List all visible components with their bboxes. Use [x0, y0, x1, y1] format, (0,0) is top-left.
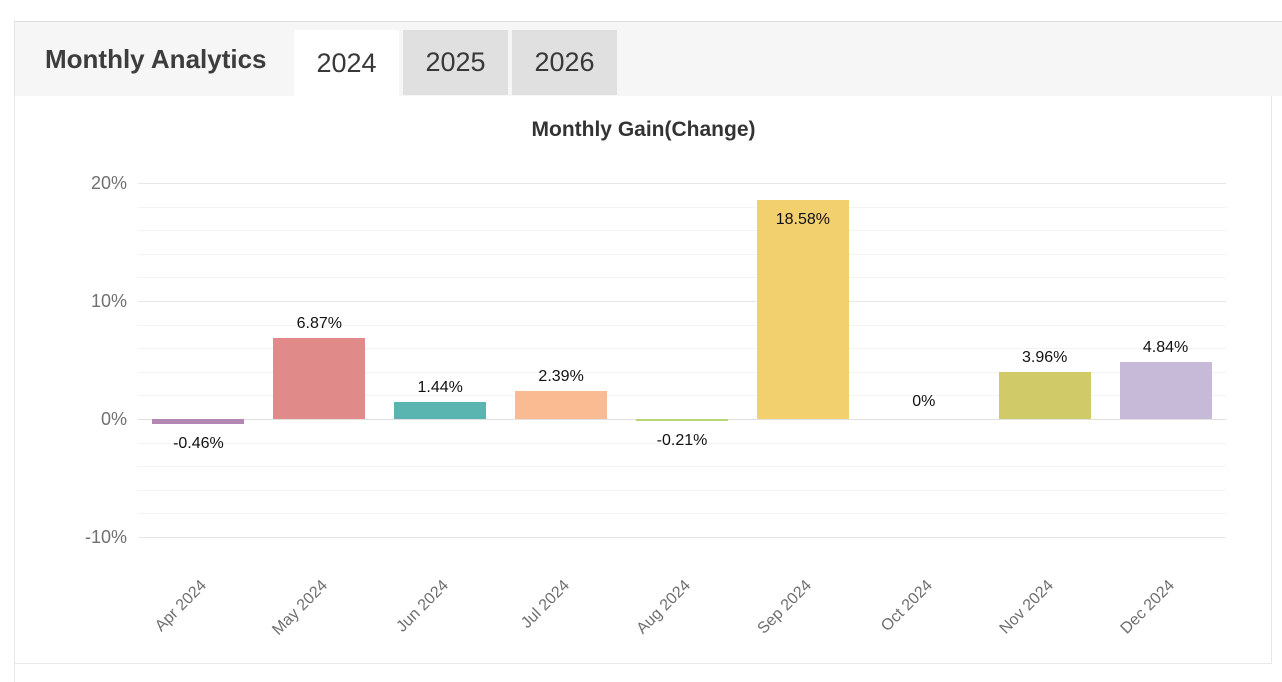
bar-dec-2024[interactable]	[1119, 361, 1212, 419]
bar-value-label: 0%	[912, 393, 936, 410]
bar-value-label: 6.87%	[296, 314, 343, 332]
minor-gridline	[138, 324, 1226, 326]
y-axis-label: 20%	[90, 173, 127, 193]
bar-may-2024[interactable]	[273, 337, 366, 419]
y-axis-label: 0%	[100, 409, 127, 429]
minor-gridline	[138, 371, 1226, 373]
bar-jul-2024[interactable]	[515, 390, 608, 419]
card-header: Monthly Analytics 2024 2025 2026	[15, 22, 1282, 96]
minor-gridline	[138, 348, 1226, 350]
x-axis-label: Jul 2024	[518, 577, 574, 632]
tab-2026[interactable]: 2026	[512, 30, 617, 95]
x-axis-label: Dec 2024	[1117, 577, 1178, 638]
minor-gridline	[138, 253, 1226, 255]
x-axis-label: Nov 2024	[996, 577, 1057, 638]
year-tabs: 2024 2025 2026	[294, 22, 617, 96]
bar-value-label: 18.58%	[775, 210, 830, 228]
minor-gridline	[138, 489, 1226, 491]
x-axis-label: Sep 2024	[754, 577, 815, 638]
minor-gridline	[138, 513, 1226, 515]
x-axis-label: Aug 2024	[633, 577, 695, 638]
bar-aug-2024[interactable]	[636, 419, 728, 422]
major-gridline	[138, 183, 1226, 184]
minor-gridline	[138, 466, 1226, 468]
x-axis-label: Apr 2024	[152, 577, 211, 635]
bar-value-label: 3.96%	[1021, 349, 1068, 367]
y-axis-label: 10%	[90, 291, 127, 311]
bar-value-label: 4.84%	[1142, 338, 1189, 356]
major-gridline	[138, 537, 1226, 538]
bar-jun-2024[interactable]	[394, 402, 487, 419]
bar-value-label: -0.21%	[656, 432, 708, 450]
bar-value-label: -0.46%	[173, 435, 224, 453]
chart-canvas: Monthly Gain(Change) 20% 10% 0% -10% -0.46% A…	[15, 96, 1272, 664]
y-axis-label: -10%	[84, 527, 127, 547]
bar-value-label: 1.44%	[417, 379, 463, 396]
card-title: Monthly Analytics	[45, 43, 267, 74]
minor-gridline	[138, 442, 1226, 444]
minor-gridline	[138, 206, 1226, 208]
bar-sep-2024[interactable]	[756, 199, 849, 419]
analytics-card: Monthly Analytics 2024 2025 2026 Monthly…	[14, 21, 1282, 682]
minor-gridline	[138, 395, 1226, 397]
x-axis-label: May 2024	[269, 577, 332, 639]
bar-apr-2024[interactable]	[152, 419, 245, 425]
minor-gridline	[138, 230, 1226, 232]
bar-nov-2024[interactable]	[998, 372, 1091, 419]
tab-2024[interactable]: 2024	[294, 30, 399, 96]
chart-title: Monthly Gain(Change)	[531, 118, 756, 141]
minor-gridline	[138, 277, 1226, 279]
major-gridline	[138, 301, 1226, 302]
x-axis-label: Oct 2024	[877, 577, 936, 635]
x-axis-label: Jun 2024	[393, 577, 453, 636]
tab-2025[interactable]: 2025	[403, 30, 508, 95]
bar-value-label: 2.39%	[538, 367, 584, 385]
